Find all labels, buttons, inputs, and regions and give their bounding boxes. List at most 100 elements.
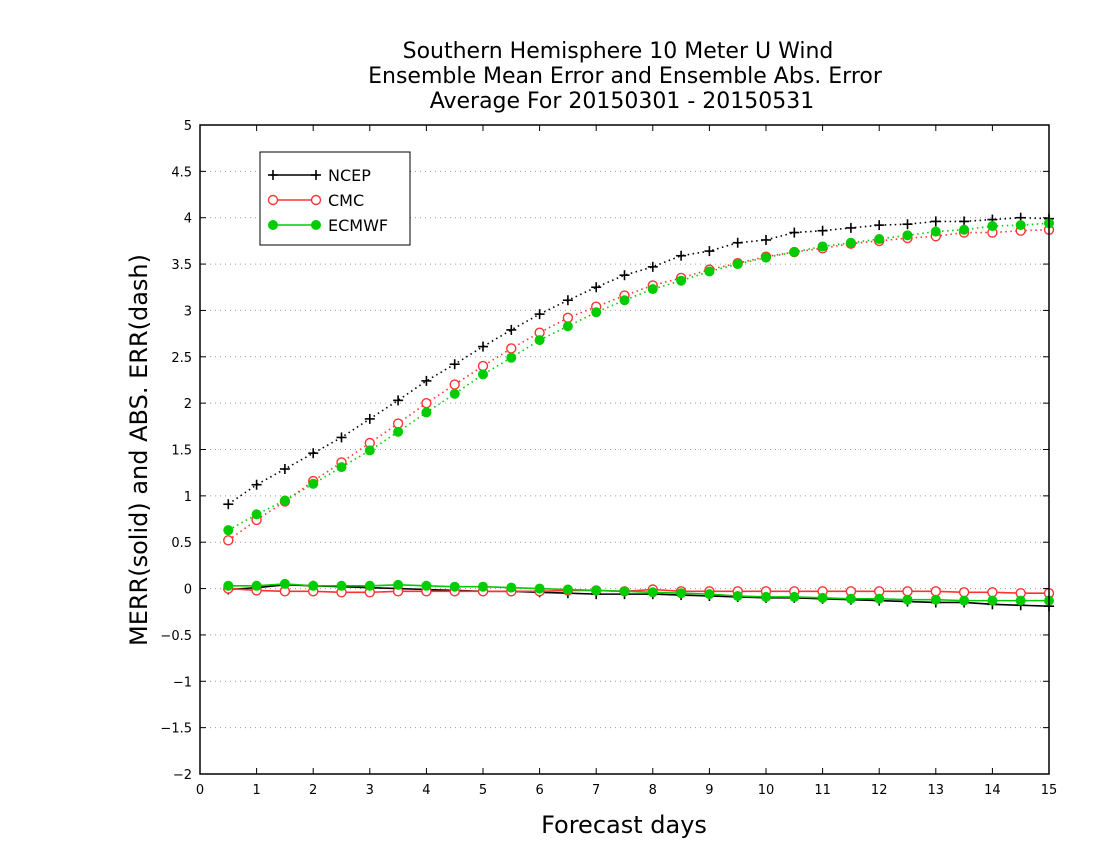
- ecmwf-abs-error-point: [647, 284, 658, 295]
- y-tick-label: 4: [184, 212, 192, 227]
- ncep-abs-error-point: [789, 227, 800, 238]
- ecmwf-abs-error-point: [279, 495, 290, 506]
- ecmwf-mean-error-point: [393, 579, 404, 590]
- ncep-abs-error-point: [591, 282, 602, 293]
- ncep-mean-error-line: [228, 584, 1050, 607]
- ncep-abs-error-point: [874, 220, 885, 231]
- legend-marker: [268, 170, 278, 180]
- ecmwf-mean-error-point: [987, 595, 998, 606]
- ecmwf-abs-error-point: [506, 352, 517, 363]
- ecmwf-abs-error-point: [251, 509, 262, 520]
- ecmwf-mean-error-point: [676, 588, 687, 599]
- ecmwf-abs-error-point: [732, 259, 743, 270]
- ecmwf-abs-error-point: [761, 252, 771, 263]
- x-tick-label: 2: [309, 783, 317, 798]
- legend-marker: [268, 220, 278, 230]
- ecmwf-abs-error-point: [902, 230, 913, 241]
- ecmwf-mean-error-point: [562, 584, 573, 595]
- y-tick-label: −2: [173, 768, 192, 783]
- ecmwf-abs-error-point: [449, 388, 460, 399]
- x-tick-label: 0: [196, 783, 204, 798]
- series-cmc: [223, 224, 1055, 599]
- ncep-abs-error-point: [845, 222, 856, 233]
- x-tick-label: 6: [535, 783, 543, 798]
- series-ecmwf: [223, 218, 1054, 606]
- ecmwf-abs-error-point: [478, 369, 488, 380]
- y-tick-label: 0: [184, 583, 192, 598]
- ncep-abs-error-point: [619, 270, 630, 281]
- ecmwf-abs-error-point: [874, 234, 885, 245]
- ecmwf-mean-error-point: [1015, 595, 1026, 606]
- legend-box: [259, 151, 411, 246]
- ecmwf-abs-error-point: [308, 478, 319, 489]
- ncep-abs-error-point: [478, 341, 488, 352]
- ncep-abs-error-point: [421, 375, 432, 386]
- series-layer: [223, 212, 1055, 612]
- ecmwf-abs-error-point: [619, 295, 630, 306]
- ecmwf-mean-error-point: [732, 590, 743, 601]
- x-tick-label: 12: [871, 783, 888, 798]
- y-tick-label: 2.5: [171, 351, 192, 366]
- legend-item-ncep: NCEP: [268, 166, 371, 185]
- ncep-abs-error-point: [223, 499, 234, 510]
- legend-marker: [311, 220, 321, 230]
- ecmwf-mean-error-point: [647, 587, 658, 598]
- ecmwf-abs-error-point: [421, 407, 432, 418]
- ecmwf-abs-error-point: [959, 224, 970, 235]
- ecmwf-mean-error-point: [251, 580, 262, 591]
- cmc-abs-error-point: [562, 312, 574, 324]
- ncep-abs-error-point: [251, 479, 262, 490]
- cmc-abs-error-line: [227, 228, 1050, 542]
- ecmwf-mean-error-point: [874, 593, 885, 604]
- y-tick-label: −0.5: [160, 629, 192, 644]
- x-tick-label: 8: [649, 783, 657, 798]
- ecmwf-abs-error-line: [227, 222, 1050, 531]
- ecmwf-mean-error-point: [223, 580, 234, 591]
- ncep-abs-error-point: [761, 234, 771, 245]
- ecmwf-mean-error-point: [845, 593, 856, 604]
- ecmwf-abs-error-point: [704, 266, 715, 277]
- x-tick-label: 13: [928, 783, 945, 798]
- legend-item-cmc: CMC: [267, 191, 364, 210]
- x-tick-label: 9: [705, 783, 713, 798]
- y-tick-label: 1.5: [171, 444, 192, 459]
- ecmwf-abs-error-point: [789, 247, 800, 258]
- cmc-mean-error-point: [930, 586, 941, 597]
- ecmwf-mean-error-point: [478, 581, 488, 592]
- ecmwf-abs-error-point: [534, 335, 545, 346]
- ncep-abs-error-point: [647, 261, 658, 272]
- cmc-mean-error-point: [902, 586, 913, 597]
- ecmwf-mean-error-point: [959, 595, 970, 606]
- cmc-abs-error-point: [392, 418, 404, 429]
- legend-marker: [310, 194, 322, 206]
- y-tick-label: −1.5: [160, 722, 192, 737]
- ecmwf-mean-error-point: [930, 594, 941, 605]
- title-line-2: Ensemble Mean Error and Ensemble Abs. Er…: [368, 64, 883, 89]
- y-tick-label: 0.5: [171, 536, 192, 551]
- x-tick-label: 3: [366, 783, 374, 798]
- ecmwf-abs-error-point: [393, 426, 404, 437]
- legend-item-ecmwf: ECMWF: [268, 216, 388, 235]
- ecmwf-mean-error-point: [449, 581, 460, 592]
- ecmwf-abs-error-point: [845, 237, 856, 248]
- ncep-abs-error-point: [902, 219, 913, 230]
- ncep-abs-error-point: [449, 359, 460, 370]
- x-tick-label: 4: [422, 783, 430, 798]
- legend: NCEP CMC ECMWF: [259, 151, 411, 246]
- ecmwf-abs-error-point: [817, 241, 828, 252]
- x-axis-label: Forecast days: [541, 811, 707, 839]
- ecmwf-abs-error-point: [676, 275, 687, 286]
- x-tick-label: 5: [479, 783, 487, 798]
- ncep-abs-error-point: [930, 216, 941, 227]
- x-tick-label: 15: [1041, 783, 1058, 798]
- y-tick-label: 5: [184, 119, 192, 134]
- x-tick-label: 11: [814, 783, 831, 798]
- ecmwf-abs-error-point: [364, 445, 375, 456]
- y-tick-label: 3: [184, 304, 192, 319]
- ecmwf-abs-error-point: [591, 307, 602, 318]
- ncep-abs-error-point: [959, 216, 970, 227]
- ecmwf-mean-error-point: [619, 586, 630, 597]
- x-tick-label: 1: [252, 783, 260, 798]
- ecmwf-mean-error-point: [308, 580, 319, 591]
